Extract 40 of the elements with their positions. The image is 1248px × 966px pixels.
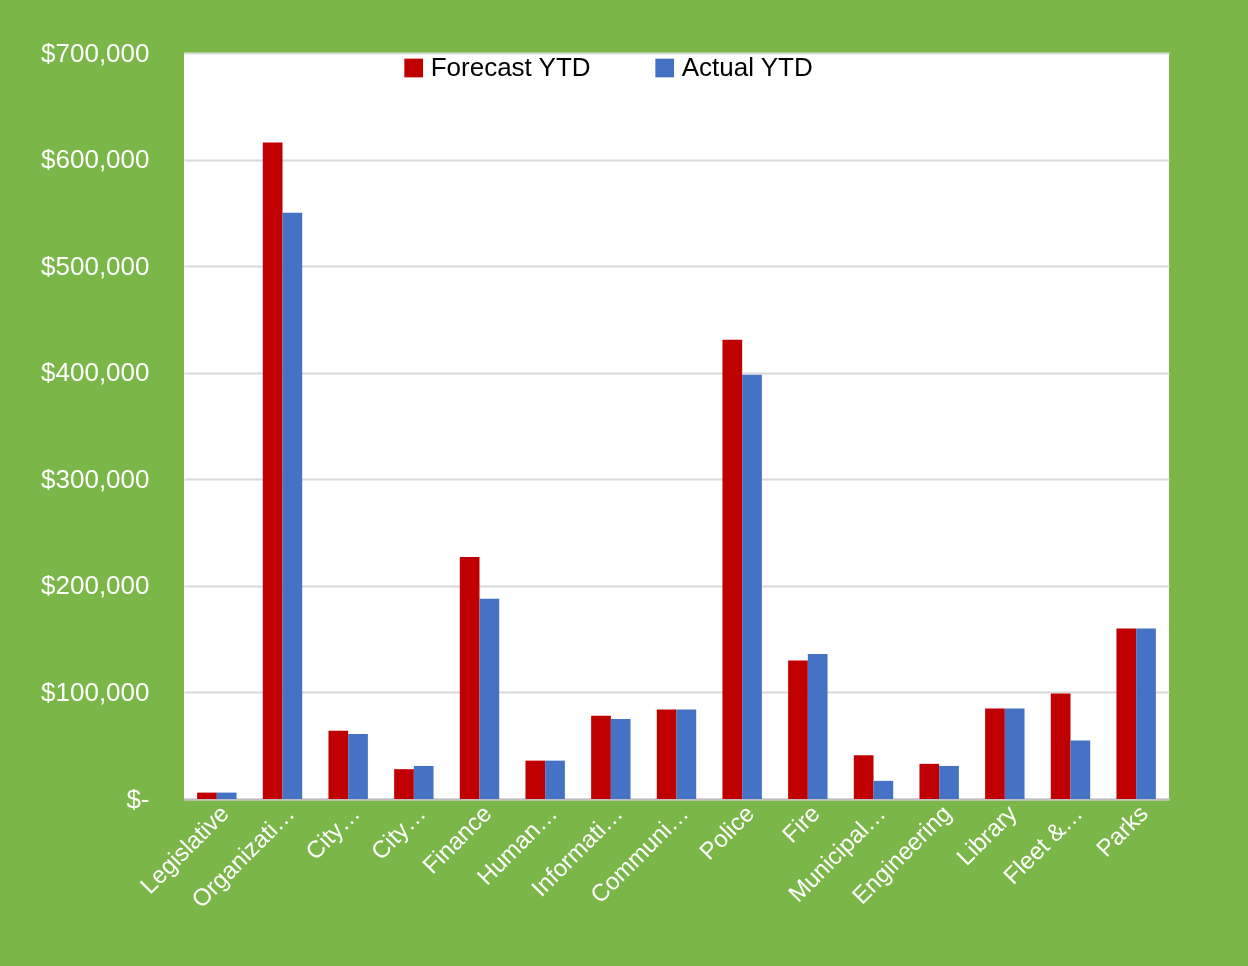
y-tick-label: $200,000 [41,570,150,601]
bar [348,733,368,799]
y-tick-label: $300,000 [41,463,150,494]
bar [282,212,303,799]
bar [394,769,414,799]
bar [525,760,546,799]
bar [328,730,349,799]
y-tick-label: $400,000 [41,357,150,388]
y-tick-label: $600,000 [41,144,150,175]
bar [676,709,697,799]
bar [459,557,480,799]
bar [1136,628,1156,799]
y-tick-label: $- [126,783,150,814]
bar [873,780,894,799]
y-tick-label: $700,000 [41,37,150,68]
y-tick-label: $500,000 [41,250,150,281]
bar [1116,628,1137,799]
bar [807,654,828,799]
bar [545,760,565,799]
bar [656,709,677,799]
bar [722,339,743,799]
bar [985,708,1005,799]
bar [853,755,874,799]
bar [591,715,611,799]
y-tick-label: $100,000 [41,676,150,707]
bar [742,374,762,799]
bar [788,660,808,799]
bar [216,792,237,799]
bar [479,598,500,799]
bar [262,142,283,799]
legend-label: Actual YTD [681,52,813,82]
bar [1070,740,1091,799]
bar [197,792,217,799]
bar [1004,708,1025,799]
bar [919,763,940,799]
bar [413,765,434,799]
bar [610,719,631,799]
legend-label: Forecast YTD [430,52,591,82]
bar [939,765,959,799]
bar [1050,693,1071,799]
